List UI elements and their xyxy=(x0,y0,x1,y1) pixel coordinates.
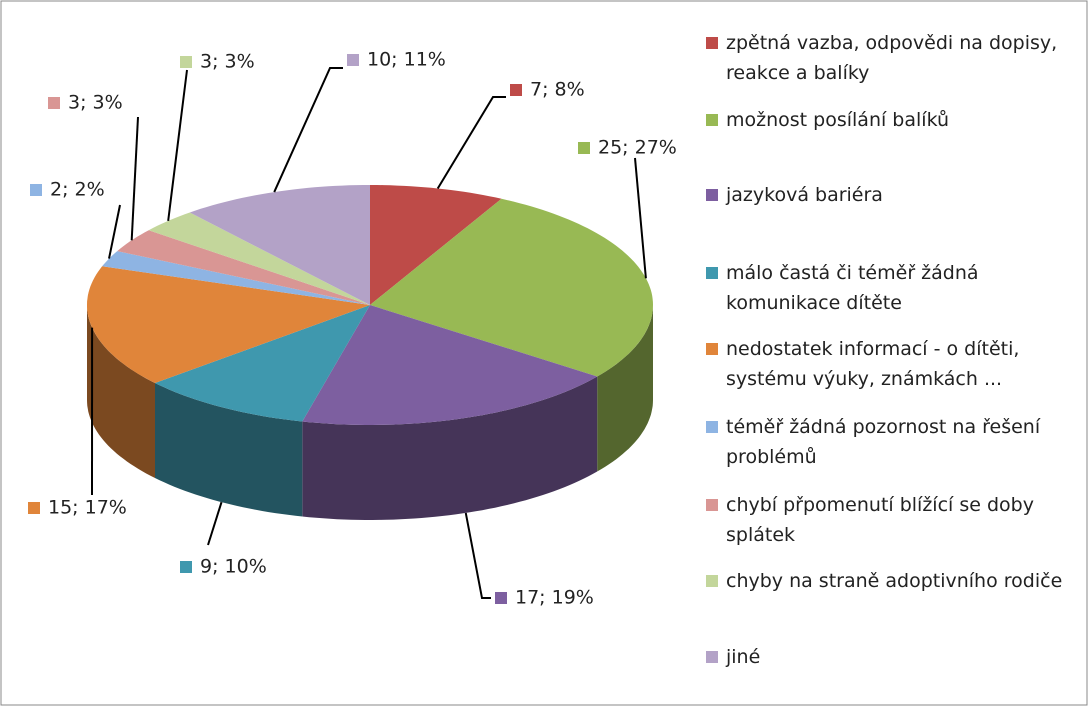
slice xyxy=(87,266,370,383)
slice xyxy=(117,230,370,305)
legend-label: nedostatek informací - o dítěti, systému… xyxy=(726,338,1020,390)
legend-item: chyby na straně adoptivního rodiče xyxy=(706,566,1076,596)
slice xyxy=(189,185,370,305)
label-swatch xyxy=(48,97,60,109)
legend-item: chybí přpomenutí blížící se doby splátek xyxy=(706,490,1076,550)
data-label: 15; 17% xyxy=(48,497,127,519)
data-label: 7; 8% xyxy=(530,79,585,101)
leader-line xyxy=(273,67,343,193)
label-swatch xyxy=(30,184,42,196)
leader-line xyxy=(207,501,223,546)
legend-label: chybí přpomenutí blížící se doby splátek xyxy=(726,494,1034,546)
legend-label: možnost posílání balíků xyxy=(726,109,950,131)
legend-item: téměř žádná pozornost na řešení problémů xyxy=(706,412,1076,472)
label-swatch xyxy=(180,56,192,68)
leader-line xyxy=(464,512,491,599)
slice xyxy=(148,212,370,305)
slice xyxy=(302,305,598,425)
legend-item: nedostatek informací - o dítěti, systému… xyxy=(706,334,1076,394)
legend-swatch xyxy=(706,37,718,49)
legend-swatch xyxy=(706,499,718,511)
slice-side xyxy=(597,305,653,472)
legend-label: jiné xyxy=(726,646,761,668)
label-swatch xyxy=(180,561,192,573)
legend-swatch xyxy=(706,343,718,355)
slice xyxy=(102,251,370,305)
legend-label: téměř žádná pozornost na řešení problémů xyxy=(726,416,1041,468)
slice xyxy=(370,198,653,377)
legend-item: málo častá či téměř žádná komunikace dít… xyxy=(706,258,1076,318)
label-swatch xyxy=(578,142,590,154)
data-label: 3; 3% xyxy=(68,92,123,114)
legend-label: málo častá či téměř žádná komunikace dít… xyxy=(726,262,979,314)
legend-swatch xyxy=(706,114,718,126)
data-label: 25; 27% xyxy=(598,137,677,159)
legend-item: jiné xyxy=(706,642,1076,672)
label-swatch xyxy=(347,54,359,66)
label-swatch xyxy=(495,592,507,604)
legend-item: zpětná vazba, odpovědi na dopisy, reakce… xyxy=(706,28,1076,88)
slice-side xyxy=(302,376,598,520)
legend-item: možnost posílání balíků xyxy=(706,105,1076,135)
slice xyxy=(155,305,370,422)
legend-swatch xyxy=(706,267,718,279)
data-label: 17; 19% xyxy=(515,587,594,609)
legend-swatch xyxy=(706,575,718,587)
data-label: 3; 3% xyxy=(200,51,255,73)
legend-swatch xyxy=(706,651,718,663)
legend-label: chyby na straně adoptivního rodiče xyxy=(726,570,1063,592)
slice-side xyxy=(87,305,155,478)
legend-label: jazyková bariéra xyxy=(726,184,883,206)
leader-line xyxy=(167,69,188,222)
data-label: 9; 10% xyxy=(200,556,267,578)
leader-line xyxy=(634,157,647,279)
legend-swatch xyxy=(706,421,718,433)
legend-swatch xyxy=(706,189,718,201)
legend-item: jazyková bariéra xyxy=(706,180,1076,210)
data-label: 10; 11% xyxy=(367,49,446,71)
leader-line xyxy=(108,204,121,259)
label-swatch xyxy=(28,502,40,514)
label-swatch xyxy=(510,84,522,96)
legend-label: zpětná vazba, odpovědi na dopisy, reakce… xyxy=(726,32,1058,84)
slice-side xyxy=(155,383,303,517)
data-label: 2; 2% xyxy=(50,179,105,201)
leader-line xyxy=(436,96,506,190)
slice xyxy=(370,185,502,305)
leader-line xyxy=(130,116,139,241)
